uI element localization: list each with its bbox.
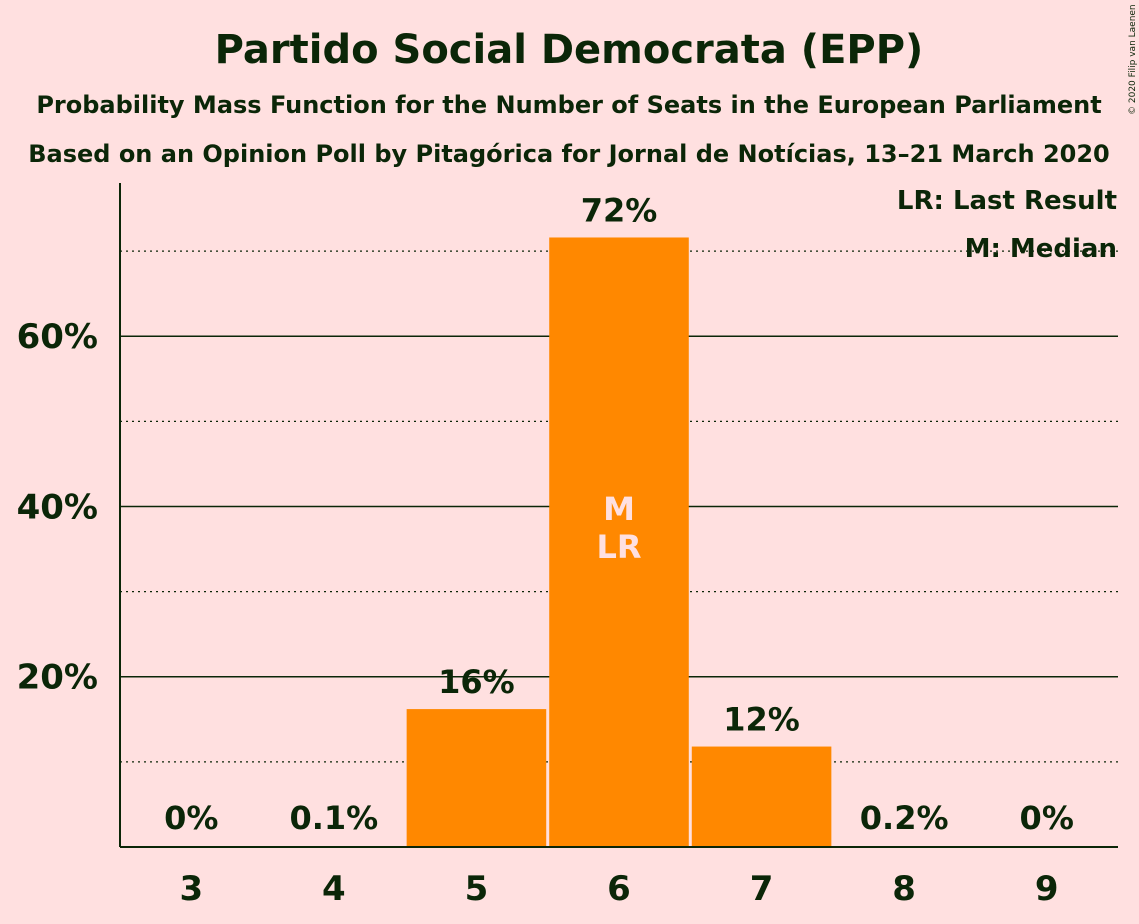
- data-label: 72%: [581, 191, 658, 229]
- bar-7: [691, 746, 832, 847]
- x-tick-label: 9: [1035, 869, 1059, 909]
- bars: [406, 237, 832, 847]
- axes: 20% 40% 60% 3 4 5 6 7 8 9: [17, 183, 1118, 909]
- bar-6: [549, 237, 689, 847]
- y-tick-label: 60%: [17, 317, 98, 357]
- data-label: 0.2%: [860, 799, 949, 837]
- data-label: 0.1%: [289, 799, 378, 837]
- y-tick-label: 20%: [17, 658, 98, 698]
- x-tick-label: 6: [607, 869, 631, 909]
- data-label: 16%: [438, 663, 515, 701]
- median-marker: M: [603, 490, 635, 528]
- x-tick-label: 8: [892, 869, 916, 909]
- x-tick-label: 3: [179, 869, 203, 909]
- data-label: 12%: [723, 701, 800, 739]
- x-tick-label: 7: [750, 869, 774, 909]
- bar-5: [406, 709, 547, 847]
- legend-last-result: LR: Last Result: [897, 186, 1117, 216]
- chart-subtitle: Probability Mass Function for the Number…: [36, 91, 1101, 119]
- y-tick-label: 40%: [17, 487, 98, 527]
- last-result-marker: LR: [596, 528, 641, 566]
- chart-title: Partido Social Democrata (EPP): [215, 27, 924, 73]
- chart-source-line: Based on an Opinion Poll by Pitagórica f…: [28, 140, 1110, 168]
- legend: LR: Last Result M: Median: [897, 186, 1117, 264]
- copyright-notice: © 2020 Filip van Laenen: [1128, 4, 1138, 115]
- legend-median: M: Median: [965, 234, 1117, 264]
- data-labels: 0% 0.1% 16% 72% 12% 0.2% 0% MLR: [164, 191, 1074, 837]
- x-tick-label: 4: [322, 869, 346, 909]
- data-label: 0%: [164, 799, 218, 837]
- x-tick-label: 5: [465, 869, 489, 909]
- data-label: 0%: [1020, 799, 1074, 837]
